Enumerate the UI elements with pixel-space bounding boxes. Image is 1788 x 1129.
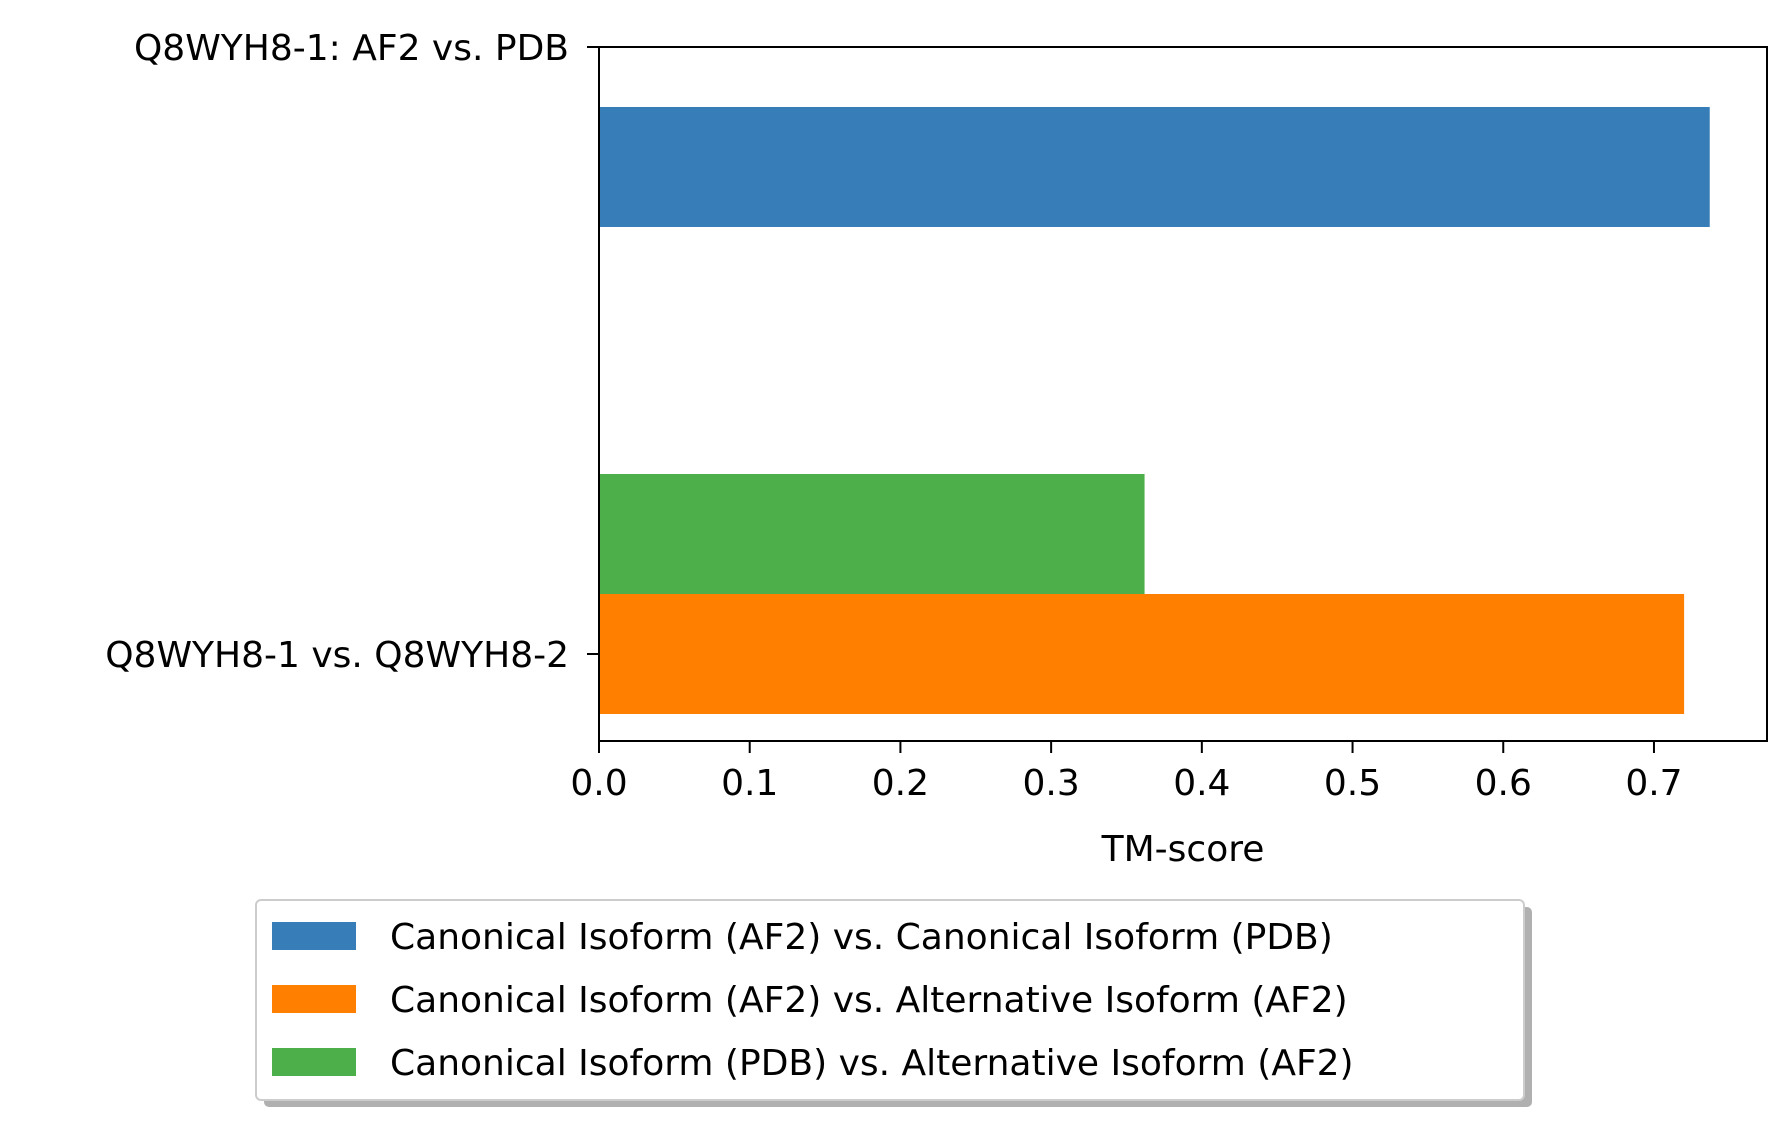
x-axis-title: TM-score <box>1101 829 1265 870</box>
x-tick-label: 0.1 <box>721 763 778 804</box>
y-tick-label: Q8WYH8-1 vs. Q8WYH8-2 <box>105 635 569 676</box>
legend-box <box>255 899 1525 1101</box>
x-tick-label: 0.7 <box>1625 763 1682 804</box>
plot-frame <box>598 46 1768 742</box>
x-tick-label: 0.2 <box>872 763 929 804</box>
x-tick-label: 0.5 <box>1324 763 1381 804</box>
legend-label-1: Canonical Isoform (AF2) vs. Canonical Is… <box>390 917 1333 958</box>
bar-series-2-category-2 <box>599 594 1685 714</box>
y-tick-label: Q8WYH8-1: AF2 vs. PDB <box>134 28 569 69</box>
x-axis-ticks: 0.0 0.1 0.2 0.3 0.4 0.5 0.6 0.7 <box>570 741 1683 804</box>
legend-entries: Canonical Isoform (AF2) vs. Canonical Is… <box>272 917 1354 1084</box>
bar-series-3-category-2 <box>599 474 1145 594</box>
x-tick-label: 0.3 <box>1022 763 1079 804</box>
legend-swatch-1 <box>272 922 356 950</box>
y-axis-ticks: Q8WYH8-1: AF2 vs. PDB Q8WYH8-1 vs. Q8WYH8… <box>105 28 599 676</box>
x-tick-label: 0.6 <box>1475 763 1532 804</box>
legend-label-2: Canonical Isoform (AF2) vs. Alternative … <box>390 980 1348 1021</box>
legend-swatch-3 <box>272 1048 356 1076</box>
legend-swatch-2 <box>272 985 356 1013</box>
bar-series-1-category-1 <box>599 107 1710 227</box>
x-tick-label: 0.4 <box>1173 763 1230 804</box>
x-tick-label: 0.0 <box>570 763 627 804</box>
legend-label-3: Canonical Isoform (PDB) vs. Alternative … <box>390 1043 1354 1084</box>
legend: Canonical Isoform (AF2) vs. Canonical Is… <box>255 899 1532 1107</box>
bars-group <box>599 107 1710 714</box>
